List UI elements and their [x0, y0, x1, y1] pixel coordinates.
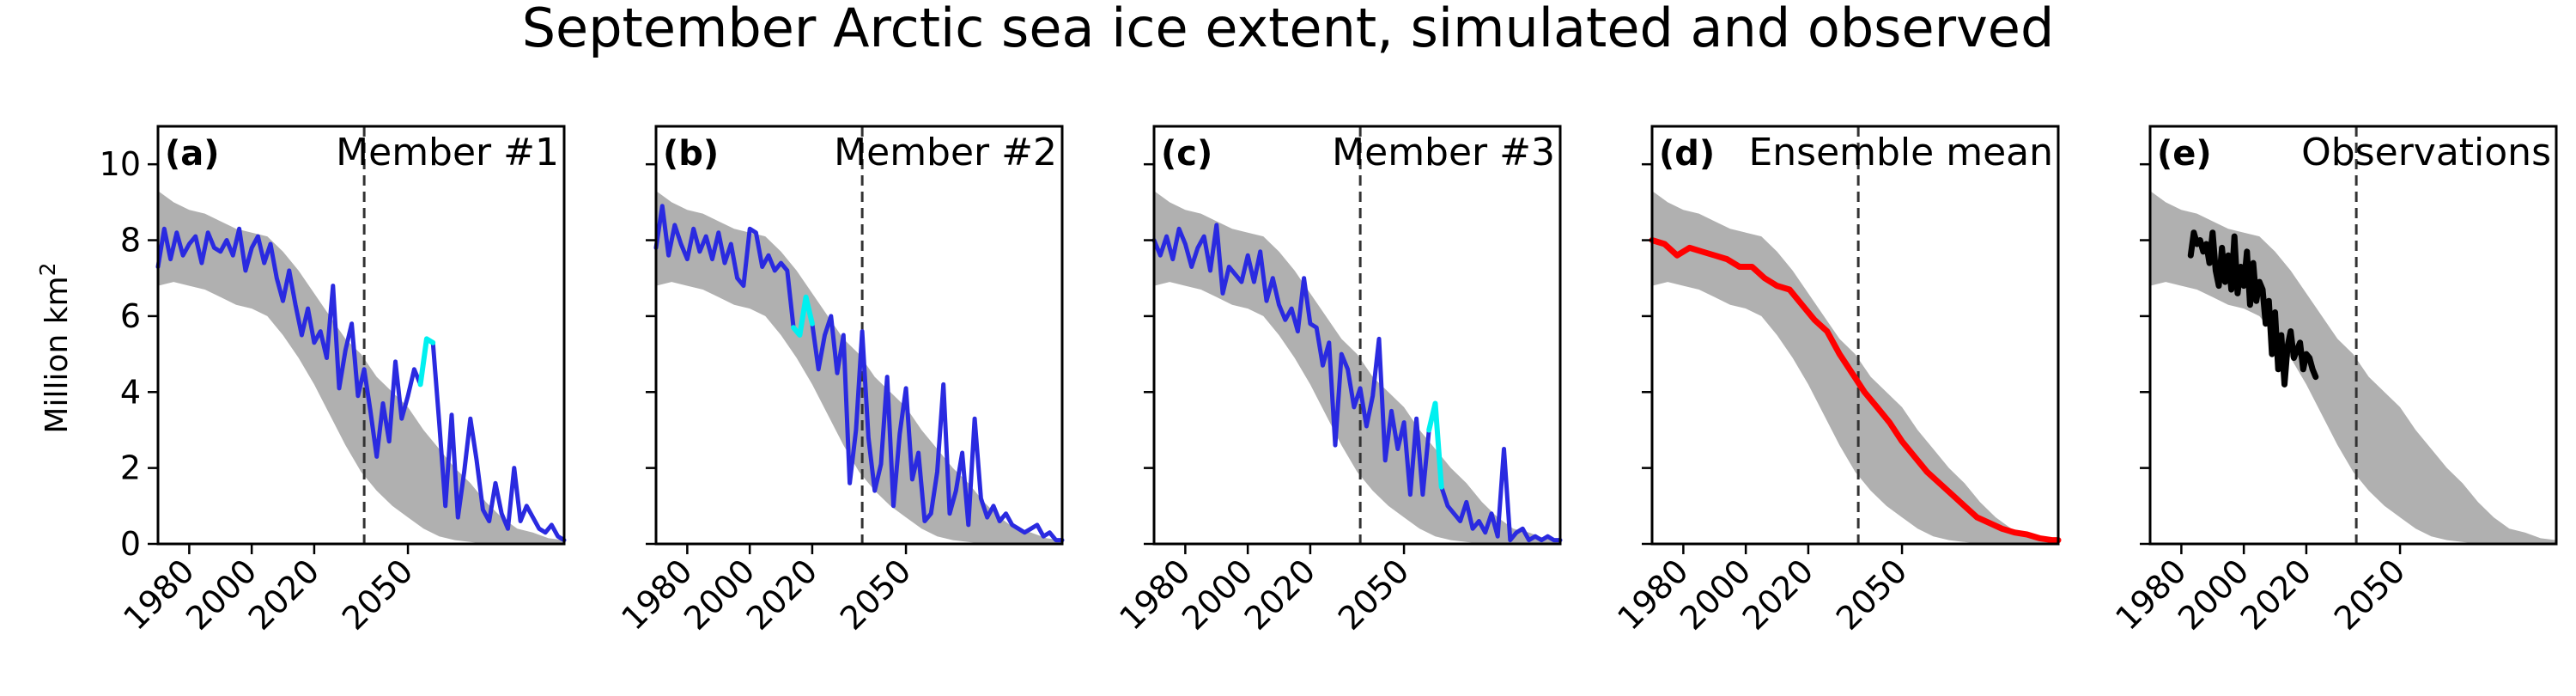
x-tick-label: 2000 — [2171, 552, 2257, 638]
x-tick-label: 2050 — [1829, 552, 1915, 638]
x-tick-label: 2000 — [1175, 552, 1261, 638]
panel-title: Ensemble mean — [1748, 131, 2053, 174]
x-tick-label: 1980 — [614, 552, 700, 638]
y-tick-label: 4 — [120, 373, 141, 411]
x-tick-label: 2020 — [739, 552, 825, 638]
x-tick-label: 2050 — [335, 552, 421, 638]
plot-frame — [2148, 125, 2558, 546]
observations-line — [2187, 229, 2319, 388]
panel-title: Member #2 — [834, 131, 1057, 174]
plot-frame — [156, 125, 566, 546]
x-tick-label: 2050 — [2327, 552, 2413, 638]
panel-title: Observations — [2301, 131, 2551, 174]
figure-title: September Arctic sea ice extent, simulat… — [522, 0, 2055, 59]
y-axis-label: Million km2 — [35, 262, 75, 433]
x-tick-label: 2020 — [1735, 552, 1821, 638]
highlight-segment — [417, 336, 436, 388]
x-tick-label: 2050 — [833, 552, 919, 638]
plot-frame — [1650, 125, 2060, 546]
x-tick-label: 2020 — [1237, 552, 1323, 638]
highlight-segment — [791, 294, 815, 338]
panel-label: (a) — [165, 134, 220, 174]
y-tick-label: 2 — [120, 449, 141, 487]
member-line — [653, 204, 1065, 543]
y-tick-label: 10 — [100, 145, 141, 183]
ensemble-spread — [1652, 191, 2058, 544]
panel-label: (c) — [1161, 134, 1212, 174]
x-tick-label: 1980 — [1112, 552, 1198, 638]
plot-frame — [1152, 125, 1562, 546]
x-tick-label: 2020 — [2233, 552, 2319, 638]
x-tick-label: 2000 — [179, 552, 264, 638]
panel-label: (b) — [663, 134, 719, 174]
y-tick-label: 6 — [120, 297, 141, 335]
x-tick-label: 2000 — [1673, 552, 1759, 638]
x-tick-label: 1980 — [1610, 552, 1696, 638]
x-tick-label: 2050 — [1331, 552, 1417, 638]
ensemble-spread — [158, 191, 564, 544]
x-tick-label: 2020 — [241, 552, 327, 638]
x-tick-label: 1980 — [2108, 552, 2194, 638]
panel-label: (d) — [1659, 134, 1715, 174]
panel-title: Member #1 — [336, 131, 559, 174]
panel-title: Member #3 — [1332, 131, 1555, 174]
y-tick-label: 8 — [120, 222, 141, 259]
ensemble_mean-line — [1649, 237, 2062, 544]
x-tick-label: 1980 — [116, 552, 202, 638]
panel-label: (e) — [2157, 134, 2212, 174]
plot-frame — [654, 125, 1064, 546]
y-tick-label: 0 — [120, 525, 141, 563]
member-line — [1151, 223, 1563, 543]
member-line — [155, 226, 567, 543]
highlight-segment — [1426, 400, 1444, 490]
x-tick-label: 2000 — [677, 552, 762, 638]
